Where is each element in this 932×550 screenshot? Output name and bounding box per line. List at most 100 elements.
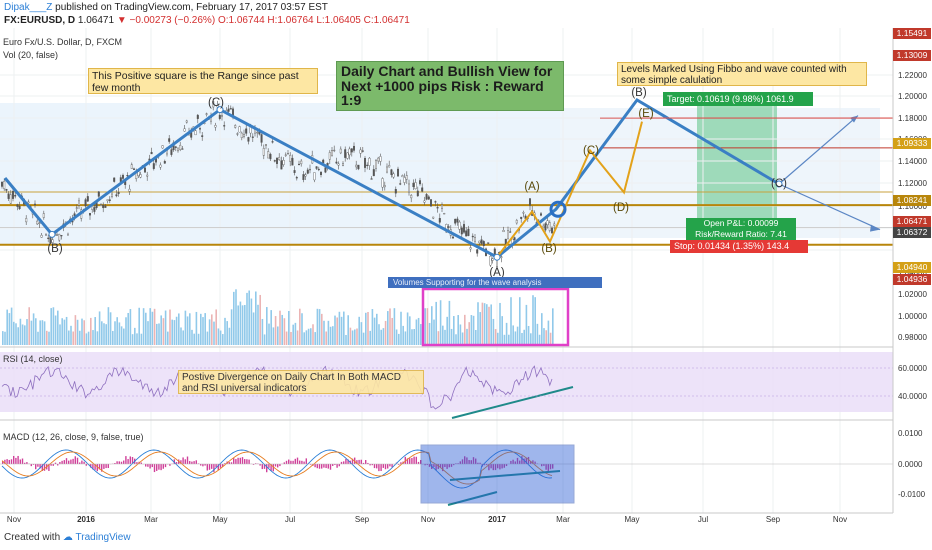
macd-histogram-bar — [173, 459, 175, 464]
wave-label: (B) — [541, 243, 557, 255]
volume-bar — [43, 321, 46, 345]
volume-bar — [186, 316, 189, 345]
author-link[interactable]: Dipak___Z — [4, 2, 53, 13]
macd-histogram-bar — [461, 459, 464, 464]
candle-body — [304, 174, 307, 177]
macd-histogram-bar — [48, 464, 50, 471]
publish-info: published on TradingView.com, February 1… — [55, 2, 328, 13]
macd-histogram-bar — [459, 461, 461, 464]
macd-histogram-bar — [65, 458, 68, 464]
tradingview-link[interactable]: TradingView — [75, 532, 131, 543]
volume-bar — [426, 308, 429, 345]
volume-bar — [409, 316, 411, 345]
volume-bar — [138, 307, 140, 345]
volume-bar — [125, 317, 127, 345]
candle-body — [377, 157, 380, 162]
candle-body — [40, 234, 43, 238]
candle-body — [520, 216, 523, 219]
volume-bar — [389, 308, 391, 345]
volume-bar — [206, 331, 209, 345]
candle-body — [143, 167, 146, 173]
candle-body — [159, 164, 162, 168]
volume-bar — [272, 327, 275, 345]
candle-body — [245, 128, 248, 134]
volume-bar — [525, 304, 528, 345]
volume-bar — [116, 317, 118, 345]
volume-bar — [510, 297, 512, 345]
volume-bar — [479, 312, 481, 345]
volume-bar — [338, 311, 341, 345]
volume-bar — [288, 311, 290, 345]
volume-bar — [158, 323, 160, 345]
volume-bar — [222, 334, 224, 345]
candle-body — [280, 160, 283, 170]
volume-bar — [255, 291, 257, 345]
down-arrow-icon: ▼ — [116, 15, 127, 26]
candle-body — [256, 131, 259, 134]
volume-bar — [382, 328, 385, 345]
macd-histogram-bar — [400, 462, 402, 464]
volume-bar — [310, 328, 312, 345]
candle-body — [201, 135, 204, 137]
macd-histogram-bar — [96, 464, 98, 472]
time-tick-label: Sep — [766, 515, 781, 524]
macd-histogram-bar — [541, 464, 543, 467]
macd-histogram-bar — [316, 464, 318, 469]
volume-bar — [241, 305, 244, 345]
price-tick-label: 1.02000 — [898, 290, 927, 299]
volume-bar — [94, 317, 96, 345]
candle-body — [251, 136, 254, 138]
macd-histogram-bar — [391, 464, 393, 468]
macd-histogram-bar — [59, 462, 61, 464]
candle-body — [421, 187, 424, 192]
macd-histogram-bar — [435, 464, 437, 471]
candle-body — [260, 134, 263, 143]
ohlc: O:1.06744 H:1.06764 L:1.06405 C:1.06471 — [217, 15, 410, 26]
volume-bar — [123, 328, 125, 345]
volume-bar — [543, 328, 545, 345]
volume-bar — [402, 325, 404, 345]
macd-divergence-line — [447, 491, 498, 506]
candle-body — [425, 194, 428, 200]
macd-histogram-bar — [314, 464, 316, 468]
price-tag: 1.15491 — [893, 28, 931, 39]
candle-body — [458, 221, 461, 230]
candle-body — [284, 154, 287, 156]
volume-bar — [367, 311, 369, 345]
macd-histogram-bar — [336, 464, 338, 468]
chart-area[interactable]: 60.0000 40.0000 0.0100 0.0000 -0.0100 1.220… — [0, 28, 932, 528]
candle-body — [271, 141, 274, 143]
volume-bar — [233, 291, 235, 345]
volume-bar — [109, 312, 112, 345]
macd-histogram-bar — [299, 460, 301, 464]
candle-body — [401, 175, 404, 178]
volume-bar — [404, 331, 407, 345]
price-tick-label: 1.20000 — [898, 92, 927, 101]
headline-note: Daily Chart and Bullish View for Next +1… — [336, 61, 564, 111]
macd-histogram-bar — [415, 456, 417, 464]
wave-point — [216, 106, 224, 114]
candle-body — [18, 206, 21, 210]
volume-bar — [371, 309, 374, 345]
candle-body — [176, 147, 179, 152]
candle-body — [278, 157, 281, 160]
macd-histogram-bar — [107, 464, 109, 468]
volume-bar — [169, 309, 171, 345]
macd-histogram-bar — [6, 459, 8, 464]
volume-bar — [400, 311, 402, 345]
volume-bar — [202, 317, 204, 345]
macd-histogram-bar — [477, 462, 479, 464]
macd-histogram-bar — [380, 464, 382, 472]
volume-bar — [252, 312, 255, 345]
macd-histogram-bar — [527, 456, 530, 464]
projection-line — [496, 121, 643, 258]
macd-histogram-bar — [85, 464, 87, 466]
candle-body — [544, 223, 547, 231]
time-tick-label: Nov — [833, 515, 847, 524]
macd-histogram-bar — [189, 461, 191, 464]
macd-histogram-bar — [21, 458, 24, 464]
macd-histogram-bar — [208, 464, 211, 470]
volume-bar — [6, 309, 8, 345]
candle-body — [27, 201, 30, 204]
macd-histogram-bar — [457, 463, 459, 464]
